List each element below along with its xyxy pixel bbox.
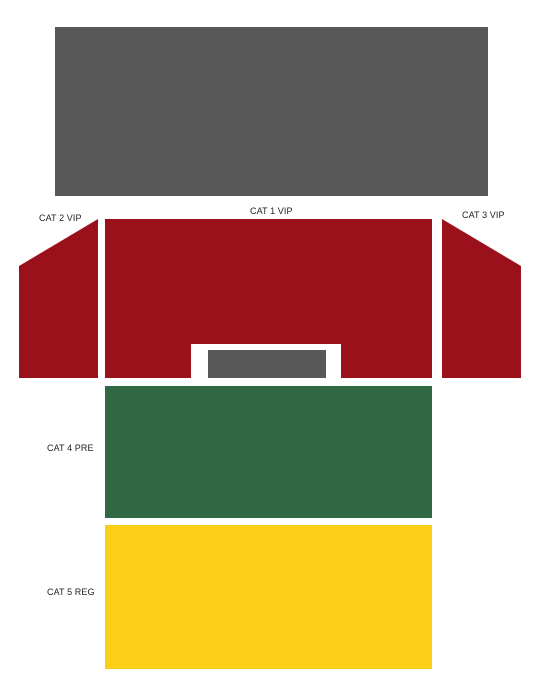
section-cat5-reg[interactable] — [105, 525, 432, 669]
stage-area — [55, 27, 488, 196]
section-cat3-vip[interactable] — [442, 219, 521, 378]
section-cat1-vip[interactable] — [105, 219, 432, 378]
section-label-cat3: CAT 3 VIP — [462, 210, 505, 220]
section-cat2-vip[interactable] — [19, 219, 98, 378]
section-label-cat4: CAT 4 PRE — [47, 443, 94, 453]
section-label-cat1: CAT 1 VIP — [250, 206, 293, 216]
section-label-cat2: CAT 2 VIP — [39, 213, 82, 223]
section-cat4-pre[interactable] — [105, 386, 432, 518]
control-booth — [208, 350, 326, 378]
section-label-cat5: CAT 5 REG — [47, 587, 95, 597]
